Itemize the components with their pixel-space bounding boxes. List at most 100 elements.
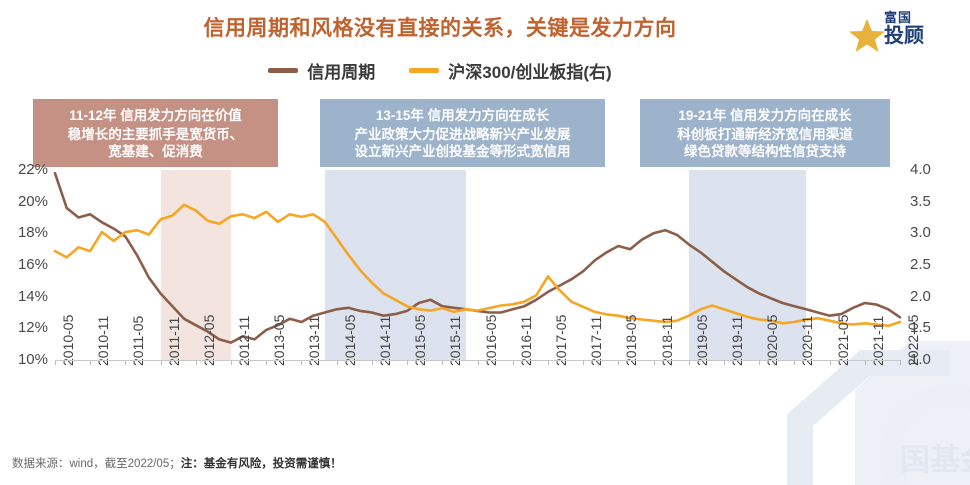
x-axis-tick: 2012-11 [236,315,253,366]
x-axis-tick: 2022-05 [905,314,921,366]
footnote: 数据来源：wind，截至2022/05；注：基金有风险，投资需谨慎！ [12,455,342,471]
x-axis-tick: 2014-11 [376,315,393,366]
annotation-3-line-2: 绿色贷款等结构性信贷支持 [684,144,846,160]
x-axis-tick-mark [547,360,549,365]
x-axis-tick: 2013-11 [306,315,323,366]
x-axis-tick-mark [442,360,444,365]
series-lines [53,171,902,344]
x-axis-tick: 2011-11 [165,316,182,366]
x-axis-tick-mark [583,360,585,365]
x-axis-tick-mark [900,360,901,365]
annotation-1-line-1: 稳增长的主要抓手是宽货币、 [67,127,244,142]
legend-swatch-ratio [409,68,440,73]
annotation-3-line-1: 科创板打通新经济宽信用渠道 [677,127,853,142]
x-axis-tick-mark [759,360,761,365]
x-axis-tick-mark [231,360,233,365]
x-axis-tick-mark [125,360,127,365]
x-axis-tick: 2019-05 [693,314,710,366]
x-axis-tick: 2020-11 [799,315,816,366]
y-axis-left-tick: 18% [17,224,48,242]
x-axis-tick: 2010-11 [95,315,112,366]
x-axis-tick-mark [407,360,409,365]
x-axis-tick-mark [688,360,690,365]
x-axis-tick: 2013-05 [271,314,288,366]
x-axis-tick-mark [160,360,162,365]
chart-legend: 信用周期 沪深300/创业板指(右) [0,58,880,83]
x-axis-tick-mark [371,360,373,365]
svg-text:国基金: 国基金 [900,443,970,477]
highlight-band [160,170,232,360]
x-axis-tick-mark [864,360,866,365]
y-axis-right-tick: 3.5 [910,192,931,210]
annotation-box-3: 19-21年 信用发力方向在成长 科创板打通新经济宽信用渠道 绿色贷款等结构性信… [640,99,890,167]
x-axis-tick-mark [195,360,197,365]
line-series [53,203,902,328]
annotation-box-2: 13-15年 信用发力方向在成长 产业政策大力促进战略新兴产业发展 设立新兴产业… [320,99,605,167]
y-axis-left-tick: 10% [17,351,48,368]
annotation-1-line-2: 宽基建、促消费 [108,144,203,160]
x-axis-tick-mark [477,360,479,365]
x-axis-tick: 2017-11 [588,315,605,366]
legend-label-ratio: 沪深300/创业板指(右) [448,63,612,82]
star-icon [849,19,885,52]
y-axis-right-tick: 4.0 [910,161,931,178]
legend-label-credit-cycle: 信用周期 [307,63,376,82]
y-axis-right-tick: 3.0 [910,224,931,242]
legend-item-credit-cycle: 信用周期 [268,58,375,83]
page-title: 信用周期和风格没有直接的关系，关键是发力方向 [203,17,677,40]
y-axis-right-tick: 1.5 [910,319,931,337]
y-axis-left-tick: 16% [17,256,48,273]
x-axis-tick: 2016-11 [517,315,534,366]
x-axis-tick: 2014-05 [341,314,358,366]
x-axis-tick-mark [829,360,831,365]
annotation-2-heading: 13-15年 信用发力方向在成长 [375,108,550,123]
y-axis-right-tick: 1.0 [910,351,931,368]
x-axis-tick: 2012-05 [200,314,217,366]
y-axis-left-tick: 22% [17,161,48,178]
x-axis-tick-mark [301,360,303,365]
x-axis-tick: 2018-05 [623,314,640,366]
annotation-box-1: 11-12年 信用发力方向在价值 稳增长的主要抓手是宽货币、 宽基建、促消费 [33,99,278,167]
y-axis-left-tick: 14% [17,287,48,305]
highlight-band [688,170,807,360]
footnote-disclaimer: 注：基金有风险，投资需谨慎！ [180,458,342,470]
x-axis-tick: 2020-05 [764,314,781,366]
annotation-3-heading: 19-21年 信用发力方向在成长 [678,108,852,123]
x-axis-tick: 2017-05 [552,314,569,366]
y-axis-left-tick: 20% [17,192,48,210]
plot-area [53,170,902,360]
y-axis-right-tick: 2.5 [910,256,931,273]
x-axis-tick-mark [512,360,514,365]
y-axis-left-tick: 12% [17,319,48,337]
annotation-1-heading: 11-12年 信用发力方向在价值 [69,108,242,123]
x-axis-tick: 2019-11 [728,315,745,366]
x-axis-tick: 2018-11 [658,315,675,366]
logo-line-2: 投顾 [884,25,924,47]
x-axis-tick: 2015-11 [447,315,464,366]
brand-logo: 富国 投顾 [846,8,958,54]
annotation-2-line-1: 产业政策大力促进战略新兴产业发展 [354,127,571,142]
x-axis-tick-mark [336,360,338,365]
x-axis-tick: 2021-05 [834,314,851,366]
x-axis-tick: 2016-05 [482,314,499,366]
x-axis-tick: 2015-05 [412,314,429,366]
footnote-source: 数据来源：wind，截至2022/05； [12,458,181,470]
legend-item-ratio: 沪深300/创业板指(右) [409,58,612,83]
x-axis-tick: 2011-05 [130,315,147,366]
legend-swatch-credit-cycle [268,68,299,73]
x-axis-tick: 2010-05 [60,314,76,366]
x-axis-tick-mark [266,360,268,365]
logo-line-1: 富国 [884,10,913,25]
x-axis-tick-mark [723,360,725,365]
highlight-band [324,170,466,360]
x-axis-tick-mark [55,360,56,365]
x-axis-tick-mark [90,360,92,365]
x-axis-tick-mark [618,360,620,365]
annotation-2-line-2: 设立新兴产业创投基金等形式宽信用 [354,144,571,160]
x-axis-tick-mark [794,360,796,365]
y-axis-right-tick: 2.0 [910,287,931,305]
x-axis-tick: 2021-11 [869,315,886,366]
x-axis-line [55,360,900,361]
x-axis-tick-mark [653,360,655,365]
